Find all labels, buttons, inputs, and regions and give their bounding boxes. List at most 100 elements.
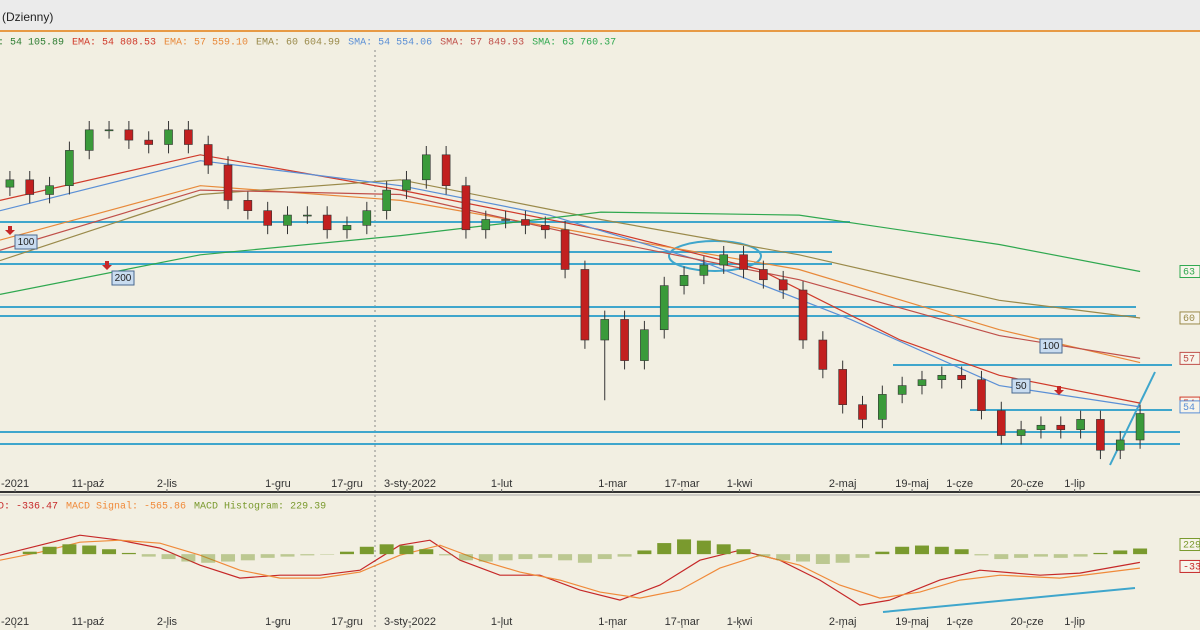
x-tick-label: 1-lip [1064, 478, 1085, 490]
histogram-bar [498, 554, 513, 561]
x-tick-label: 3-sty-2022 [384, 478, 436, 490]
histogram-bar [756, 554, 771, 557]
legend-entry: EMA: 54 808.53 [72, 38, 156, 49]
x-tick-label: 1-lut [491, 478, 512, 490]
histogram-bar [22, 551, 37, 555]
label-box-text: 50 [1015, 381, 1027, 392]
candle-body [1056, 424, 1066, 430]
candle-body [600, 319, 610, 341]
x-tick-label: 1-mar [598, 616, 627, 628]
candle-body [124, 129, 134, 141]
histogram-bar [62, 544, 77, 555]
candle-body [759, 269, 768, 281]
value-tag: 57 [1183, 355, 1195, 366]
x-tick-label: 17-mar [665, 616, 700, 628]
value-tag-box [1179, 265, 1200, 279]
histogram-bar [419, 549, 434, 555]
candle-body [164, 129, 173, 145]
histogram-bar [102, 549, 117, 555]
label-box [14, 234, 38, 250]
candle-body [461, 185, 471, 231]
value-tag: -33 [1183, 563, 1200, 574]
candle-body [778, 279, 788, 291]
price-panel [0, 120, 1180, 466]
histogram-bar [736, 549, 751, 555]
histogram-bar [1093, 552, 1108, 555]
histogram-bar [994, 554, 1009, 560]
x-tick-label: 1-kwi [727, 478, 753, 490]
candle-body [25, 179, 35, 195]
x-tick-label: 1-mar [598, 478, 627, 490]
annotations: 100 200 100 50 [5, 226, 1064, 395]
label-box [1011, 378, 1031, 394]
candle-body [917, 379, 927, 386]
histogram-bar [161, 554, 176, 560]
x-tick-label: 1-lut [491, 616, 512, 628]
x-tick-label: 17-gru [331, 478, 363, 490]
candle-body [283, 214, 292, 226]
legend-entry: SMA: 54 554.06 [348, 38, 432, 49]
x-tick-label: 1-kwi [727, 616, 753, 628]
x-tick-label: 2-lis [157, 616, 178, 628]
x-tick-label: 11-paź [72, 478, 105, 490]
macd-panel [0, 534, 1148, 613]
candle-body [838, 369, 847, 405]
histogram-bar [300, 554, 315, 556]
candle-body [481, 219, 491, 231]
x-tick-label: 1-lip [1064, 616, 1085, 628]
histogram-bar [82, 545, 97, 555]
moving-average-line [0, 189, 1141, 359]
candle-body [84, 129, 94, 151]
candle-body [501, 219, 510, 221]
candle-body [303, 214, 312, 217]
histogram-bar [221, 554, 236, 562]
histogram-bar [518, 554, 533, 560]
x-tick-label: 2-maj [829, 616, 857, 628]
candle-body [223, 164, 233, 201]
legend-entry: SMA: 63 760.37 [532, 38, 616, 49]
x-tick-label: -2021 [1, 616, 29, 628]
candle-body [362, 210, 372, 226]
candle-body [1096, 419, 1105, 451]
histogram-bar [1073, 554, 1088, 557]
histogram-bar [895, 546, 910, 555]
label-box-text: 100 [1043, 341, 1060, 352]
histogram-bar [379, 544, 394, 555]
x-tick-label: 17-gru [331, 616, 363, 628]
histogram-bar [1033, 554, 1048, 557]
title-bar [0, 0, 1200, 31]
candle-body [1135, 413, 1145, 441]
histogram-bar [1014, 554, 1029, 558]
support-lines [0, 221, 1180, 466]
histogram-bar [42, 546, 57, 555]
candle-body [977, 379, 986, 411]
histogram-bar [1053, 554, 1068, 558]
candle-body [521, 219, 530, 226]
value-tag: 229 [1183, 541, 1200, 552]
x-tick-label: 1-gru [265, 616, 291, 628]
candle-body [441, 154, 451, 186]
histogram-bar [776, 554, 791, 561]
candle-body [402, 179, 411, 191]
histogram-bar [260, 554, 275, 558]
candle-body [263, 210, 272, 226]
candle-body [818, 339, 828, 370]
histogram-bar [617, 554, 632, 557]
histogram-bar [280, 554, 295, 557]
candle-body [184, 129, 193, 145]
candle-body [957, 374, 966, 380]
candle-body [580, 269, 590, 341]
moving-average-line [0, 185, 1141, 364]
x-tick-label: 2-lis [157, 478, 178, 490]
histogram-bar [538, 554, 553, 558]
histogram-bar [240, 554, 255, 561]
legend-entry: MACD Histogram: 229.39 [194, 501, 326, 513]
value-tag-box [1179, 400, 1200, 414]
candle-body [858, 404, 867, 420]
histogram-bar [201, 554, 216, 563]
x-tick-label: 20-cze [1011, 478, 1044, 490]
histogram-bar [855, 554, 870, 558]
histogram-bar [577, 554, 592, 563]
trend-line [882, 587, 1136, 613]
